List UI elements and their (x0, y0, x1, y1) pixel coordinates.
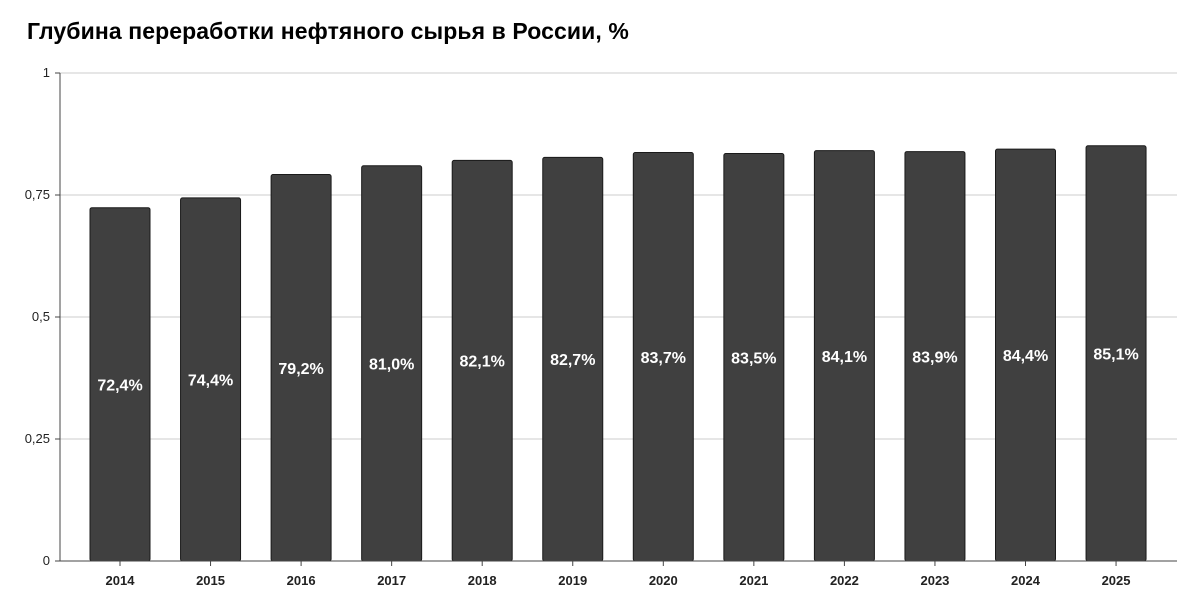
data-label: 85,1% (1093, 346, 1138, 363)
y-tick-label: 0,5 (32, 309, 50, 324)
x-axis-tick-labels: 2014 2015 2016 2017 2018 2019 2020 2021 2022 2023… (106, 573, 1131, 588)
data-label: 84,1% (822, 349, 867, 366)
data-label: 84,4% (1003, 348, 1048, 365)
data-label: 82,1% (460, 354, 505, 371)
data-label: 79,2% (278, 361, 323, 378)
x-tick-label: 2022 (830, 573, 859, 588)
data-label: 83,7% (641, 350, 686, 367)
chart-title: Глубина переработки нефтяного сырья в Ро… (27, 18, 629, 44)
y-tick-label: 0,75 (25, 187, 50, 202)
x-tick-label: 2020 (649, 573, 678, 588)
x-tick-label: 2024 (1011, 573, 1041, 588)
data-label: 83,9% (912, 349, 957, 366)
data-label: 72,4% (97, 377, 142, 394)
gridlines (60, 72, 1177, 440)
x-tick-label: 2014 (106, 573, 136, 588)
x-tick-label: 2021 (739, 573, 768, 588)
x-tick-label: 2015 (196, 573, 225, 588)
y-axis-tick-labels: 0 0,25 0,5 0,75 1 (25, 65, 50, 568)
data-label: 81,0% (369, 356, 414, 373)
bars (89, 145, 1147, 562)
x-tick-label: 2023 (920, 573, 949, 588)
y-tick-label: 1 (43, 65, 50, 80)
y-tick-label: 0,25 (25, 431, 50, 446)
x-tick-label: 2017 (377, 573, 406, 588)
data-label: 83,5% (731, 350, 776, 367)
x-tick-label: 2025 (1102, 573, 1131, 588)
x-tick-label: 2016 (287, 573, 316, 588)
axes (55, 72, 1177, 566)
data-label: 74,4% (188, 372, 233, 389)
data-label: 82,7% (550, 352, 595, 369)
x-tick-label: 2019 (558, 573, 587, 588)
data-labels: 72,4% 74,4% 79,2% 81,0% 82,1% 82,7% 83,7% 83,5%… (97, 346, 1138, 394)
x-tick-label: 2018 (468, 573, 497, 588)
y-tick-label: 0 (43, 553, 50, 568)
